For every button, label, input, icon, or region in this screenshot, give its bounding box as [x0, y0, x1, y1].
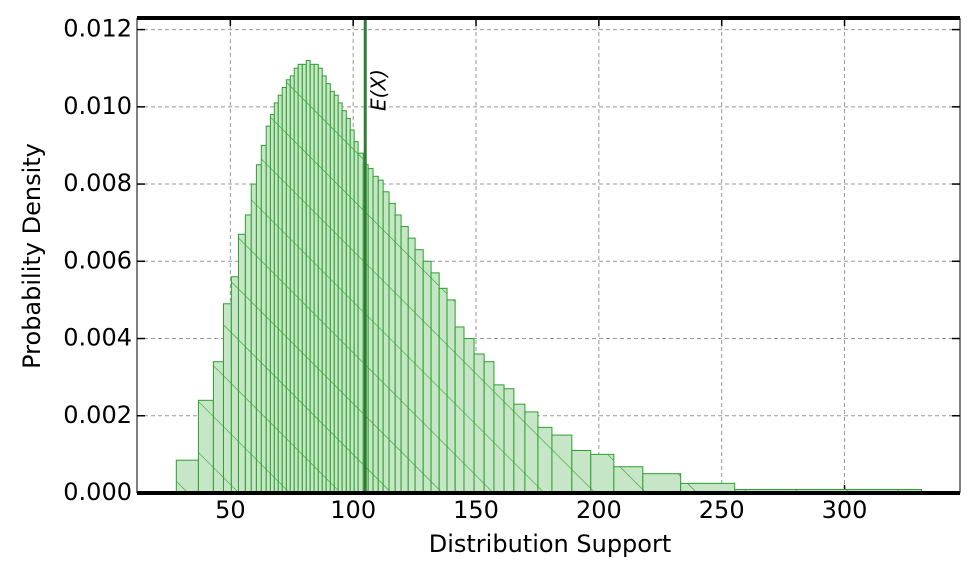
histogram-bar-hatch — [273, 102, 279, 494]
y-axis-label: Probability Density — [18, 143, 46, 369]
histogram-bar-hatch — [297, 63, 303, 494]
histogram-bar-hatch — [483, 361, 495, 494]
histogram-bar-hatch — [333, 94, 339, 494]
histogram-bar-hatch — [197, 399, 214, 494]
histogram-bar-hatch — [293, 67, 299, 494]
histogram-bar-hatch — [301, 63, 307, 494]
histogram-bar-hatch — [422, 260, 432, 494]
histogram-bar-hatch — [321, 75, 327, 494]
y-tick-label: 0.012 — [63, 15, 132, 43]
y-tick-label: 0.002 — [63, 401, 132, 429]
x-tick-label: 250 — [699, 496, 745, 524]
histogram-bar-hatch — [269, 114, 275, 494]
histogram-bar-hatch — [367, 168, 374, 494]
histogram-bar-hatch — [382, 191, 390, 494]
histogram-bar-hatch — [590, 453, 615, 494]
histogram-bar-hatch — [212, 361, 224, 494]
histogram-bar-hatch — [329, 90, 335, 494]
histogram-bar-hatch — [325, 83, 331, 494]
histogram-bar-hatch — [353, 141, 359, 494]
histogram-bar-hatch — [524, 411, 539, 494]
histogram-bar-hatch — [394, 214, 402, 494]
histogram-bar-hatch — [473, 353, 485, 494]
histogram-bar-hatch — [537, 426, 553, 494]
histogram-bar-hatch — [463, 338, 475, 494]
histogram-bar-hatch — [388, 202, 396, 494]
histogram-bar-hatch — [250, 183, 257, 494]
histogram-bar-hatch — [281, 87, 287, 494]
histogram-bar-hatch — [400, 226, 409, 494]
histogram-bar-hatch — [513, 403, 526, 494]
histogram-bar-hatch — [277, 94, 283, 494]
histogram-bar-hatch — [551, 434, 573, 494]
y-tick-label: 0.008 — [63, 169, 132, 197]
x-tick-label: 100 — [330, 496, 376, 524]
histogram-bar-hatch — [313, 63, 319, 494]
histogram-bar-hatch — [357, 152, 364, 494]
histogram-bar-hatch — [377, 179, 384, 494]
histogram-bar-hatch — [493, 384, 505, 494]
histogram-bar-hatch — [438, 287, 448, 494]
histogram-bar-hatch — [260, 144, 267, 494]
histogram-bar-hatch — [230, 276, 239, 494]
histogram-bar-hatch — [237, 233, 246, 494]
histogram-bar-hatch — [285, 79, 291, 494]
histogram-bar-hatch — [642, 473, 682, 494]
histogram-bar-hatch — [345, 117, 351, 494]
x-tick-label: 300 — [822, 496, 868, 524]
histogram-bar-hatch — [309, 63, 315, 494]
histogram-bar-hatch — [372, 175, 379, 494]
histogram-bar-hatch — [571, 450, 592, 494]
x-tick-label: 150 — [453, 496, 499, 524]
histogram-bar-hatch — [265, 125, 271, 494]
histogram-bar-hatch — [305, 59, 311, 494]
histogram-bar-hatch — [503, 388, 515, 494]
histogram-bar-hatch — [430, 272, 440, 494]
histogram-bar-hatch — [349, 129, 355, 494]
histogram-bar-hatch — [341, 110, 347, 494]
histogram-bar-hatch — [255, 164, 262, 494]
histogram-bar-hatch — [222, 303, 232, 494]
histogram-bar-hatch — [454, 326, 465, 494]
y-tick-label: 0.004 — [63, 324, 132, 352]
histogram-bar-hatch — [407, 237, 416, 494]
histogram-bar-hatch — [613, 466, 644, 494]
histogram-bar-hatch — [175, 459, 199, 494]
histogram-bar-hatch — [414, 249, 424, 494]
y-tick-label: 0.000 — [63, 478, 132, 506]
y-tick-label: 0.010 — [63, 92, 132, 120]
histogram-bar-hatch — [289, 75, 295, 494]
x-tick-label: 50 — [215, 496, 246, 524]
histogram-bar-hatch — [244, 214, 252, 494]
histogram-bar-hatch — [317, 67, 323, 494]
x-axis-label: Distribution Support — [429, 530, 672, 558]
y-tick-label: 0.006 — [63, 246, 132, 274]
histogram-bar-hatch — [446, 299, 456, 494]
x-tick-label: 200 — [576, 496, 622, 524]
mean-label: E(X) — [367, 69, 391, 111]
histogram-bar-hatch — [337, 102, 343, 494]
